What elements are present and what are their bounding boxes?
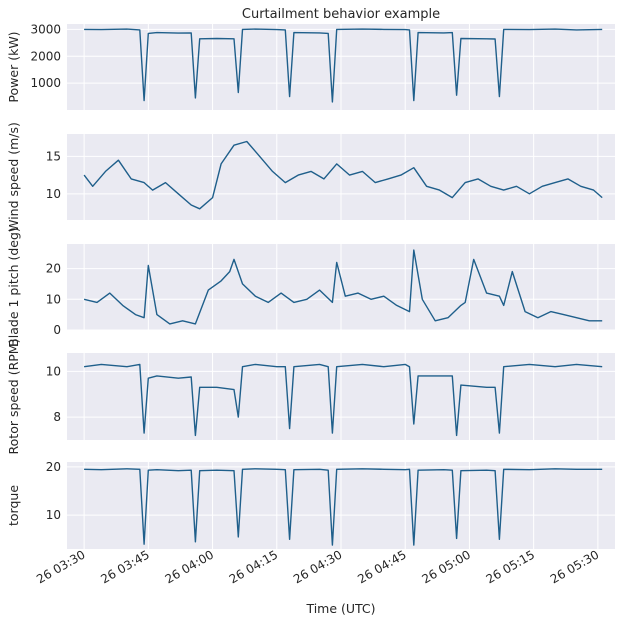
x-tick-label: 26 03:30 bbox=[34, 547, 87, 586]
x-tick-label: 26 04:45 bbox=[355, 547, 408, 586]
chart-title: Curtailment behavior example bbox=[242, 7, 440, 22]
x-tick-label: 26 05:30 bbox=[548, 547, 601, 586]
series-line bbox=[83, 249, 603, 325]
y-axis-label: Power (kW) bbox=[6, 31, 21, 102]
y-tick-label: 10 bbox=[46, 187, 61, 201]
x-tick-label: 26 05:00 bbox=[419, 547, 472, 586]
y-axis-label: Wind speed (m/s) bbox=[6, 122, 21, 232]
x-axis-label: Time (UTC) bbox=[305, 601, 375, 616]
panel-1: 1000 2000 3000 Power (kW) bbox=[6, 22, 615, 110]
y-tick-label: 1000 bbox=[30, 76, 61, 90]
y-tick-label: 3000 bbox=[30, 22, 61, 36]
x-tick-label: 26 04:00 bbox=[163, 547, 216, 586]
y-tick-label: 0 bbox=[53, 323, 61, 337]
y-tick-label: 10 bbox=[46, 508, 61, 522]
chart-panels: 1000 2000 3000 Power (kW) 10 15 Wind speed (m/… bbox=[6, 22, 615, 549]
y-axis-label: Blade 1 pitch (deg) bbox=[6, 227, 21, 347]
panel-2: 10 15 Wind speed (m/s) bbox=[6, 122, 615, 232]
y-tick-label: 2000 bbox=[30, 49, 61, 63]
y-tick-label: 10 bbox=[46, 364, 61, 378]
x-tick-label: 26 05:15 bbox=[484, 547, 537, 586]
series-line bbox=[84, 363, 603, 437]
y-tick-label: 15 bbox=[46, 149, 61, 163]
y-tick-label: 10 bbox=[46, 292, 61, 306]
y-tick-label: 20 bbox=[46, 262, 61, 276]
series-line bbox=[83, 140, 603, 210]
x-axis-ticks: 26 03:30 26 03:45 26 04:00 26 04:15 26 04:30… bbox=[34, 547, 601, 586]
x-tick-label: 26 04:15 bbox=[227, 547, 280, 586]
panel-5: 10 20 torque bbox=[6, 460, 615, 549]
panel-3: 0 10 20 Blade 1 pitch (deg) bbox=[6, 227, 615, 347]
series-line bbox=[84, 28, 603, 103]
y-axis-label: torque bbox=[6, 485, 21, 526]
x-tick-label: 26 04:30 bbox=[291, 547, 344, 586]
y-tick-label: 20 bbox=[46, 460, 61, 474]
panel-4: 8 10 Rotor speed (RPM) bbox=[6, 339, 615, 455]
series-line bbox=[84, 468, 603, 546]
y-axis-label: Rotor speed (RPM) bbox=[6, 339, 21, 455]
y-tick-label: 8 bbox=[53, 410, 61, 424]
x-tick-label: 26 03:45 bbox=[98, 547, 151, 586]
